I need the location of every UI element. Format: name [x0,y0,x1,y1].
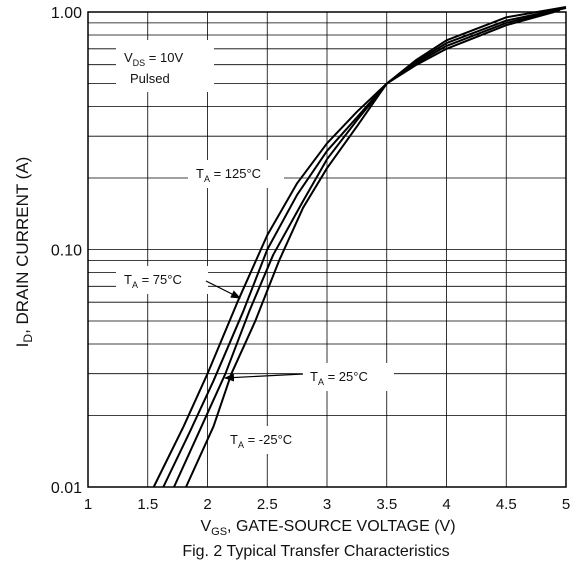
series-curve-0 [152,11,555,488]
x-tick-label: 5 [562,496,570,513]
x-tick-label: 3.5 [376,496,397,513]
x-tick-label: 3 [323,496,331,513]
series-curve-3 [185,6,567,488]
series-label-25: TA = 25°C [310,369,368,387]
x-axis-label: VGS, GATE-SOURCE VOLTAGE (V) [200,518,455,538]
x-tick-label: 4.5 [496,496,517,513]
label-bg-125 [188,160,284,188]
x-tick-label: 4 [442,496,450,513]
series-curves [152,6,567,488]
pulsed-condition: Pulsed [130,71,170,86]
x-tick-label: 1 [84,496,92,513]
y-tick-label: 1.00 [51,5,82,22]
conditions-box [116,40,214,92]
series-label-neg25: TA = -25°C [230,432,292,450]
x-tick-labels: 1 1.5 2 2.5 3 3.5 4 4.5 5 [84,496,570,513]
x-tick-label: 1.5 [137,496,158,513]
series-label-75: TA = 75°C [124,272,182,290]
y-tick-label: 0.01 [51,480,82,497]
figure-caption: Fig. 2 Typical Transfer Characteristics [182,543,449,560]
y-tick-label: 0.10 [51,243,82,260]
series-curve-1 [162,9,561,488]
vds-condition: VDS = 10V [124,50,183,68]
y-axis-label: ID, DRAIN CURRENT (A) [13,157,35,348]
label-bg-25 [302,363,394,391]
arrow-25 [224,373,304,382]
y-tick-labels: 0.01 0.10 1.00 [51,5,82,497]
x-tick-label: 2.5 [257,496,278,513]
series-label-125: TA = 125°C [196,166,261,184]
label-bg-neg25 [222,426,316,454]
plot-frame [87,11,567,488]
x-tick-label: 2 [203,496,211,513]
arrow-75 [205,280,241,299]
label-bg-75 [116,266,208,294]
grid [87,12,567,488]
